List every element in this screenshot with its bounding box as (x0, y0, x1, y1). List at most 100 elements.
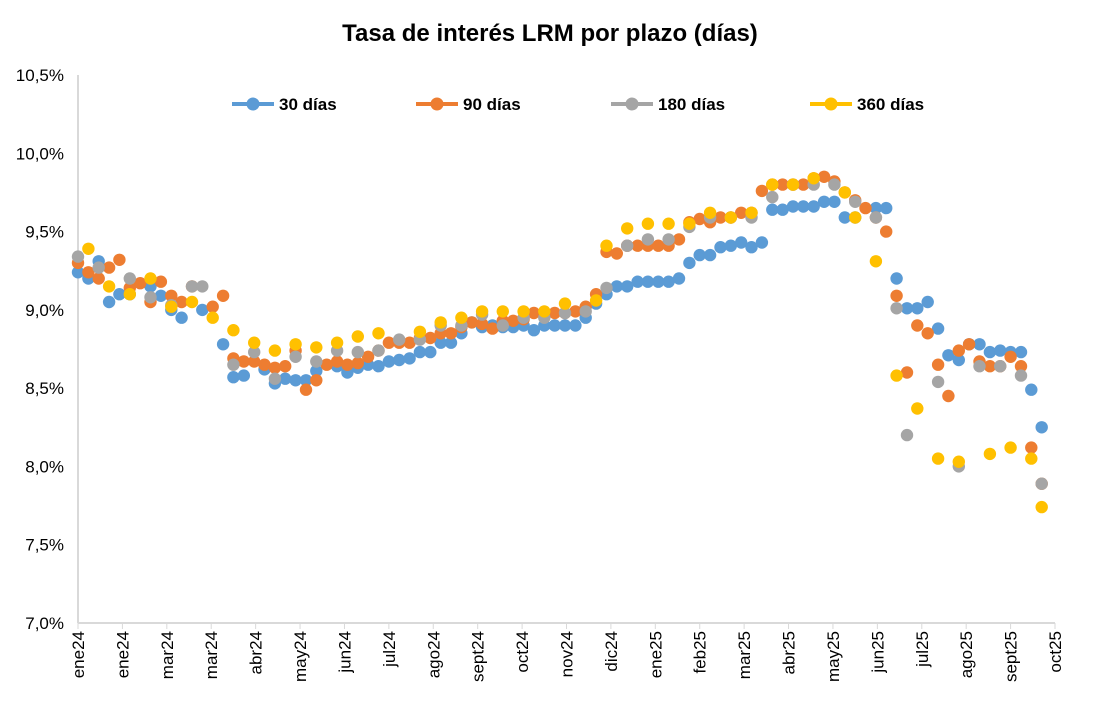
data-point (165, 300, 178, 313)
legend-item: 90 días (416, 95, 521, 114)
data-point (393, 353, 406, 367)
data-point (196, 303, 209, 317)
data-point (227, 358, 240, 371)
data-point (745, 241, 758, 254)
data-point (123, 288, 136, 301)
data-point (817, 170, 831, 183)
data-point (828, 178, 841, 191)
data-point (662, 275, 675, 288)
data-point (755, 184, 769, 198)
data-point (911, 302, 924, 315)
x-tick-label: sept24 (469, 631, 488, 682)
data-point (330, 336, 344, 349)
x-tick-label: may25 (824, 631, 843, 682)
data-point (600, 239, 613, 252)
data-point (983, 447, 997, 461)
data-point (828, 195, 841, 208)
x-tick-label: oct25 (1046, 631, 1065, 673)
data-point (776, 178, 789, 191)
data-point (382, 355, 396, 368)
data-point (610, 280, 623, 293)
data-point (942, 349, 955, 362)
data-point (652, 275, 665, 288)
data-point (849, 195, 862, 208)
data-point (631, 239, 644, 252)
x-tick-label: mar25 (735, 631, 754, 679)
data-point (766, 178, 779, 191)
axes: 7,0% 7,5% 8,0% 8,5% 9,0% 9,5% 10,0% 10,5% ene24 e… (16, 66, 1065, 682)
data-point (134, 277, 147, 290)
legend-item: 360 días (810, 95, 924, 114)
x-tick-label: may24 (291, 631, 310, 682)
data-point (268, 372, 282, 385)
data-point (496, 319, 509, 332)
data-point (911, 402, 924, 415)
data-point (268, 361, 282, 374)
data-point (859, 201, 872, 215)
data-point (641, 233, 655, 246)
y-tick-label: 7,5% (25, 536, 64, 555)
data-point (102, 295, 116, 309)
data-point (621, 280, 634, 293)
x-tick-label: ago25 (957, 631, 976, 678)
data-point (310, 364, 323, 378)
data-point (921, 327, 934, 340)
data-point (589, 294, 603, 307)
data-point (393, 333, 406, 346)
data-point (372, 344, 385, 357)
data-point (144, 272, 157, 285)
data-point (154, 289, 168, 302)
data-point (351, 356, 364, 370)
y-tick-label: 9,5% (25, 223, 64, 242)
data-point (652, 239, 665, 252)
data-point (797, 178, 810, 191)
x-tick-label: nov24 (558, 631, 577, 677)
data-point (962, 338, 976, 351)
data-point (714, 211, 727, 224)
x-tick-label: mar24 (158, 631, 177, 679)
data-point (351, 345, 364, 359)
data-point (1025, 383, 1038, 396)
data-point (766, 203, 779, 216)
data-point (952, 344, 965, 357)
data-point (558, 297, 572, 310)
legend-marker (246, 97, 260, 111)
data-point (237, 369, 250, 382)
data-point (71, 266, 85, 279)
data-point (558, 319, 572, 332)
data-point (672, 272, 686, 285)
data-point (849, 211, 862, 224)
data-point (527, 306, 541, 320)
data-point (641, 275, 655, 288)
data-point (268, 344, 282, 357)
x-tick-label: abr25 (780, 631, 799, 674)
data-point (1004, 350, 1017, 363)
data-point (890, 369, 903, 382)
data-point (227, 371, 240, 384)
data-point (113, 253, 126, 266)
data-point (900, 428, 914, 442)
data-point (735, 206, 748, 219)
data-point (662, 217, 675, 230)
data-point (258, 358, 271, 371)
data-point (931, 452, 945, 465)
data-point (900, 302, 914, 315)
data-point (631, 275, 644, 288)
legend-marker (430, 97, 444, 111)
data-point (714, 241, 727, 254)
x-tick-label: abr24 (247, 631, 266, 674)
data-point (724, 239, 737, 252)
data-point (610, 247, 623, 260)
legend-item: 30 días (232, 95, 337, 114)
data-point (196, 280, 209, 293)
data-point (786, 178, 800, 191)
data-point (1004, 441, 1017, 454)
legend-marker (824, 97, 838, 111)
data-point (237, 355, 250, 368)
data-point (310, 355, 323, 368)
data-point (434, 316, 447, 329)
data-point (1014, 360, 1028, 373)
legend-label: 90 días (463, 95, 521, 114)
data-point (641, 217, 655, 230)
